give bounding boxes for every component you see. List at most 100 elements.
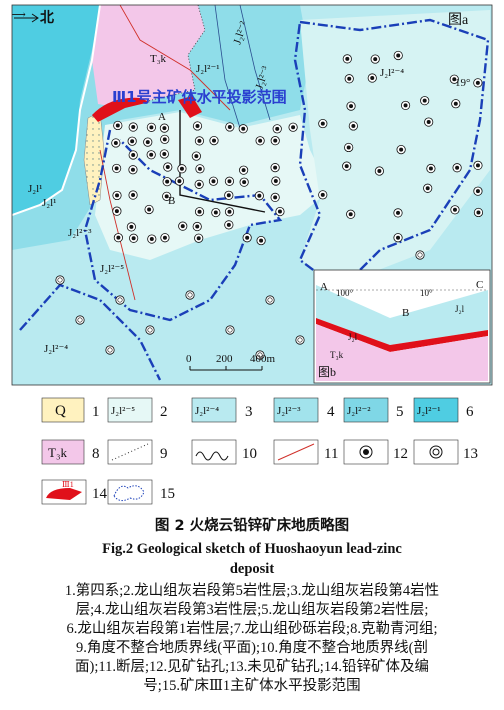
legend-label: T₃k bbox=[48, 445, 67, 460]
drill-hole-core bbox=[452, 207, 457, 212]
dip-label: 19° bbox=[455, 77, 470, 89]
north-arrow-line bbox=[14, 13, 39, 23]
point-label: B bbox=[402, 307, 409, 319]
legend-number: 4 bbox=[327, 404, 335, 420]
legend-label: Q bbox=[55, 403, 66, 419]
angle-label: 10° bbox=[420, 288, 433, 298]
drill-hole-core bbox=[162, 126, 167, 131]
legend: Q 1 J₂l²⁻⁵ 2 J₂l²⁻⁴ 3 J₂l²⁻³ 4 J₂l²⁻² 5 … bbox=[41, 397, 478, 505]
unit-label: J₂l²⁻⁴ bbox=[380, 67, 404, 79]
contact-line bbox=[214, 5, 271, 129]
drill-hole-core bbox=[273, 138, 278, 143]
drill-hole-core bbox=[257, 193, 262, 198]
orebody-label: Ⅲ1号主矿体水平投影范围 bbox=[112, 88, 287, 106]
drill-hole-core bbox=[259, 238, 264, 243]
legend-label: J₂l²⁻⁵ bbox=[111, 405, 135, 417]
legend-number: 14 bbox=[92, 486, 108, 502]
drill-hole-core bbox=[211, 179, 216, 184]
unit-area bbox=[92, 5, 205, 108]
drill-hole-core bbox=[320, 192, 325, 197]
caption-note: 9.角度不整合地质界线(平面);10.角度不整合地质界线(剖 bbox=[76, 639, 428, 656]
drill-hole-core bbox=[226, 222, 231, 227]
point-label: A bbox=[320, 281, 328, 293]
drill-hole-core bbox=[149, 237, 154, 242]
drill-hole-core bbox=[377, 169, 382, 174]
drill-hole-core bbox=[197, 138, 202, 143]
drill-hole-core bbox=[475, 163, 480, 168]
drill-hole-core bbox=[475, 189, 480, 194]
drill-hole-core bbox=[373, 57, 378, 62]
drill-hole-core bbox=[147, 327, 153, 333]
drill-hole-core bbox=[162, 151, 167, 156]
panel-label: 图b bbox=[318, 365, 336, 379]
scale-bar bbox=[189, 366, 263, 371]
drill-hole-core bbox=[452, 77, 457, 82]
drill-hole-core bbox=[227, 327, 233, 333]
unit-label: T₃k bbox=[330, 350, 344, 360]
ore-body bbox=[178, 96, 202, 118]
drill-hole-core bbox=[194, 154, 199, 159]
fault bbox=[99, 149, 136, 301]
drill-hole-core bbox=[426, 120, 431, 125]
drill-hole-core bbox=[149, 125, 154, 130]
drill-hole-core bbox=[277, 209, 282, 214]
drill-hole-core bbox=[258, 138, 263, 143]
projection-boundary bbox=[83, 129, 283, 322]
legend-label: J₂l²⁻⁴ bbox=[195, 405, 219, 417]
legend-number: 13 bbox=[463, 446, 478, 462]
drill-hole-core bbox=[347, 76, 352, 81]
unit-area bbox=[12, 5, 100, 215]
drill-hole-core bbox=[257, 352, 263, 358]
caption-en: deposit bbox=[230, 561, 274, 577]
caption-cn: 图 2 火烧云铅锌矿床地质略图 bbox=[155, 516, 349, 534]
drill-hole-core bbox=[475, 80, 480, 85]
legend-number: 12 bbox=[393, 446, 408, 462]
legend-label: J₂l²⁻¹ bbox=[417, 405, 441, 417]
section-line bbox=[179, 110, 266, 213]
projection-boundary bbox=[19, 283, 162, 381]
drill-hole-core bbox=[275, 126, 280, 131]
legend-number: 1 bbox=[92, 404, 100, 420]
legend-label: Ⅲ1 bbox=[62, 480, 74, 489]
legend-label: J₂l²⁻² bbox=[347, 405, 371, 417]
drill-hole-core bbox=[130, 167, 135, 172]
unit-label: J₂l²⁻⁵ bbox=[100, 263, 124, 275]
drill-hole-core bbox=[273, 165, 278, 170]
drill-hole-core bbox=[399, 147, 404, 152]
drill-hole-core bbox=[245, 235, 250, 240]
drill-hole-core bbox=[455, 165, 460, 170]
drill-hole-core bbox=[197, 182, 202, 187]
drill-hole-core bbox=[195, 123, 200, 128]
drill-holes bbox=[55, 50, 484, 360]
drill-hole-core bbox=[114, 209, 119, 214]
caption-note: 号;15.矿床Ⅲ1主矿体水平投影范围 bbox=[143, 677, 360, 694]
ore-body bbox=[92, 97, 150, 122]
unit-label: T₃k bbox=[150, 53, 167, 65]
panel-label: 图a bbox=[448, 13, 469, 28]
drill-hole-core bbox=[349, 104, 354, 109]
caption-note: 层;4.龙山组灰岩段第3岩性层;5.龙山组灰岩段第2岩性层; bbox=[76, 600, 429, 618]
drill-hole-core bbox=[131, 125, 136, 130]
drill-hole-core bbox=[197, 166, 202, 171]
drill-hole-core bbox=[403, 103, 408, 108]
drill-hole-core bbox=[346, 145, 351, 150]
drill-hole-core bbox=[114, 166, 119, 171]
scale-label: 0 bbox=[186, 353, 192, 365]
legend-number: 8 bbox=[92, 446, 100, 462]
drill-hole-core bbox=[227, 124, 232, 129]
caption-note: 1.第四系;2.龙山组灰岩段第5岩性层;3.龙山组灰岩段第4岩性 bbox=[65, 581, 439, 599]
unit-area bbox=[95, 112, 330, 260]
drill-hole-core bbox=[242, 180, 247, 185]
legend-number: 5 bbox=[396, 404, 404, 420]
drill-hole-core bbox=[396, 235, 401, 240]
drill-hole-core bbox=[162, 235, 167, 240]
drill-hole-core bbox=[227, 179, 232, 184]
drill-hole-core bbox=[348, 212, 353, 217]
drill-hole-core bbox=[179, 166, 184, 171]
drill-hole-core bbox=[320, 121, 325, 126]
drill-hole-core bbox=[77, 317, 83, 323]
drill-hole-core bbox=[149, 152, 154, 157]
drill-hole-core bbox=[422, 98, 427, 103]
unit-label: J₂l²⁻⁴ bbox=[44, 343, 68, 355]
